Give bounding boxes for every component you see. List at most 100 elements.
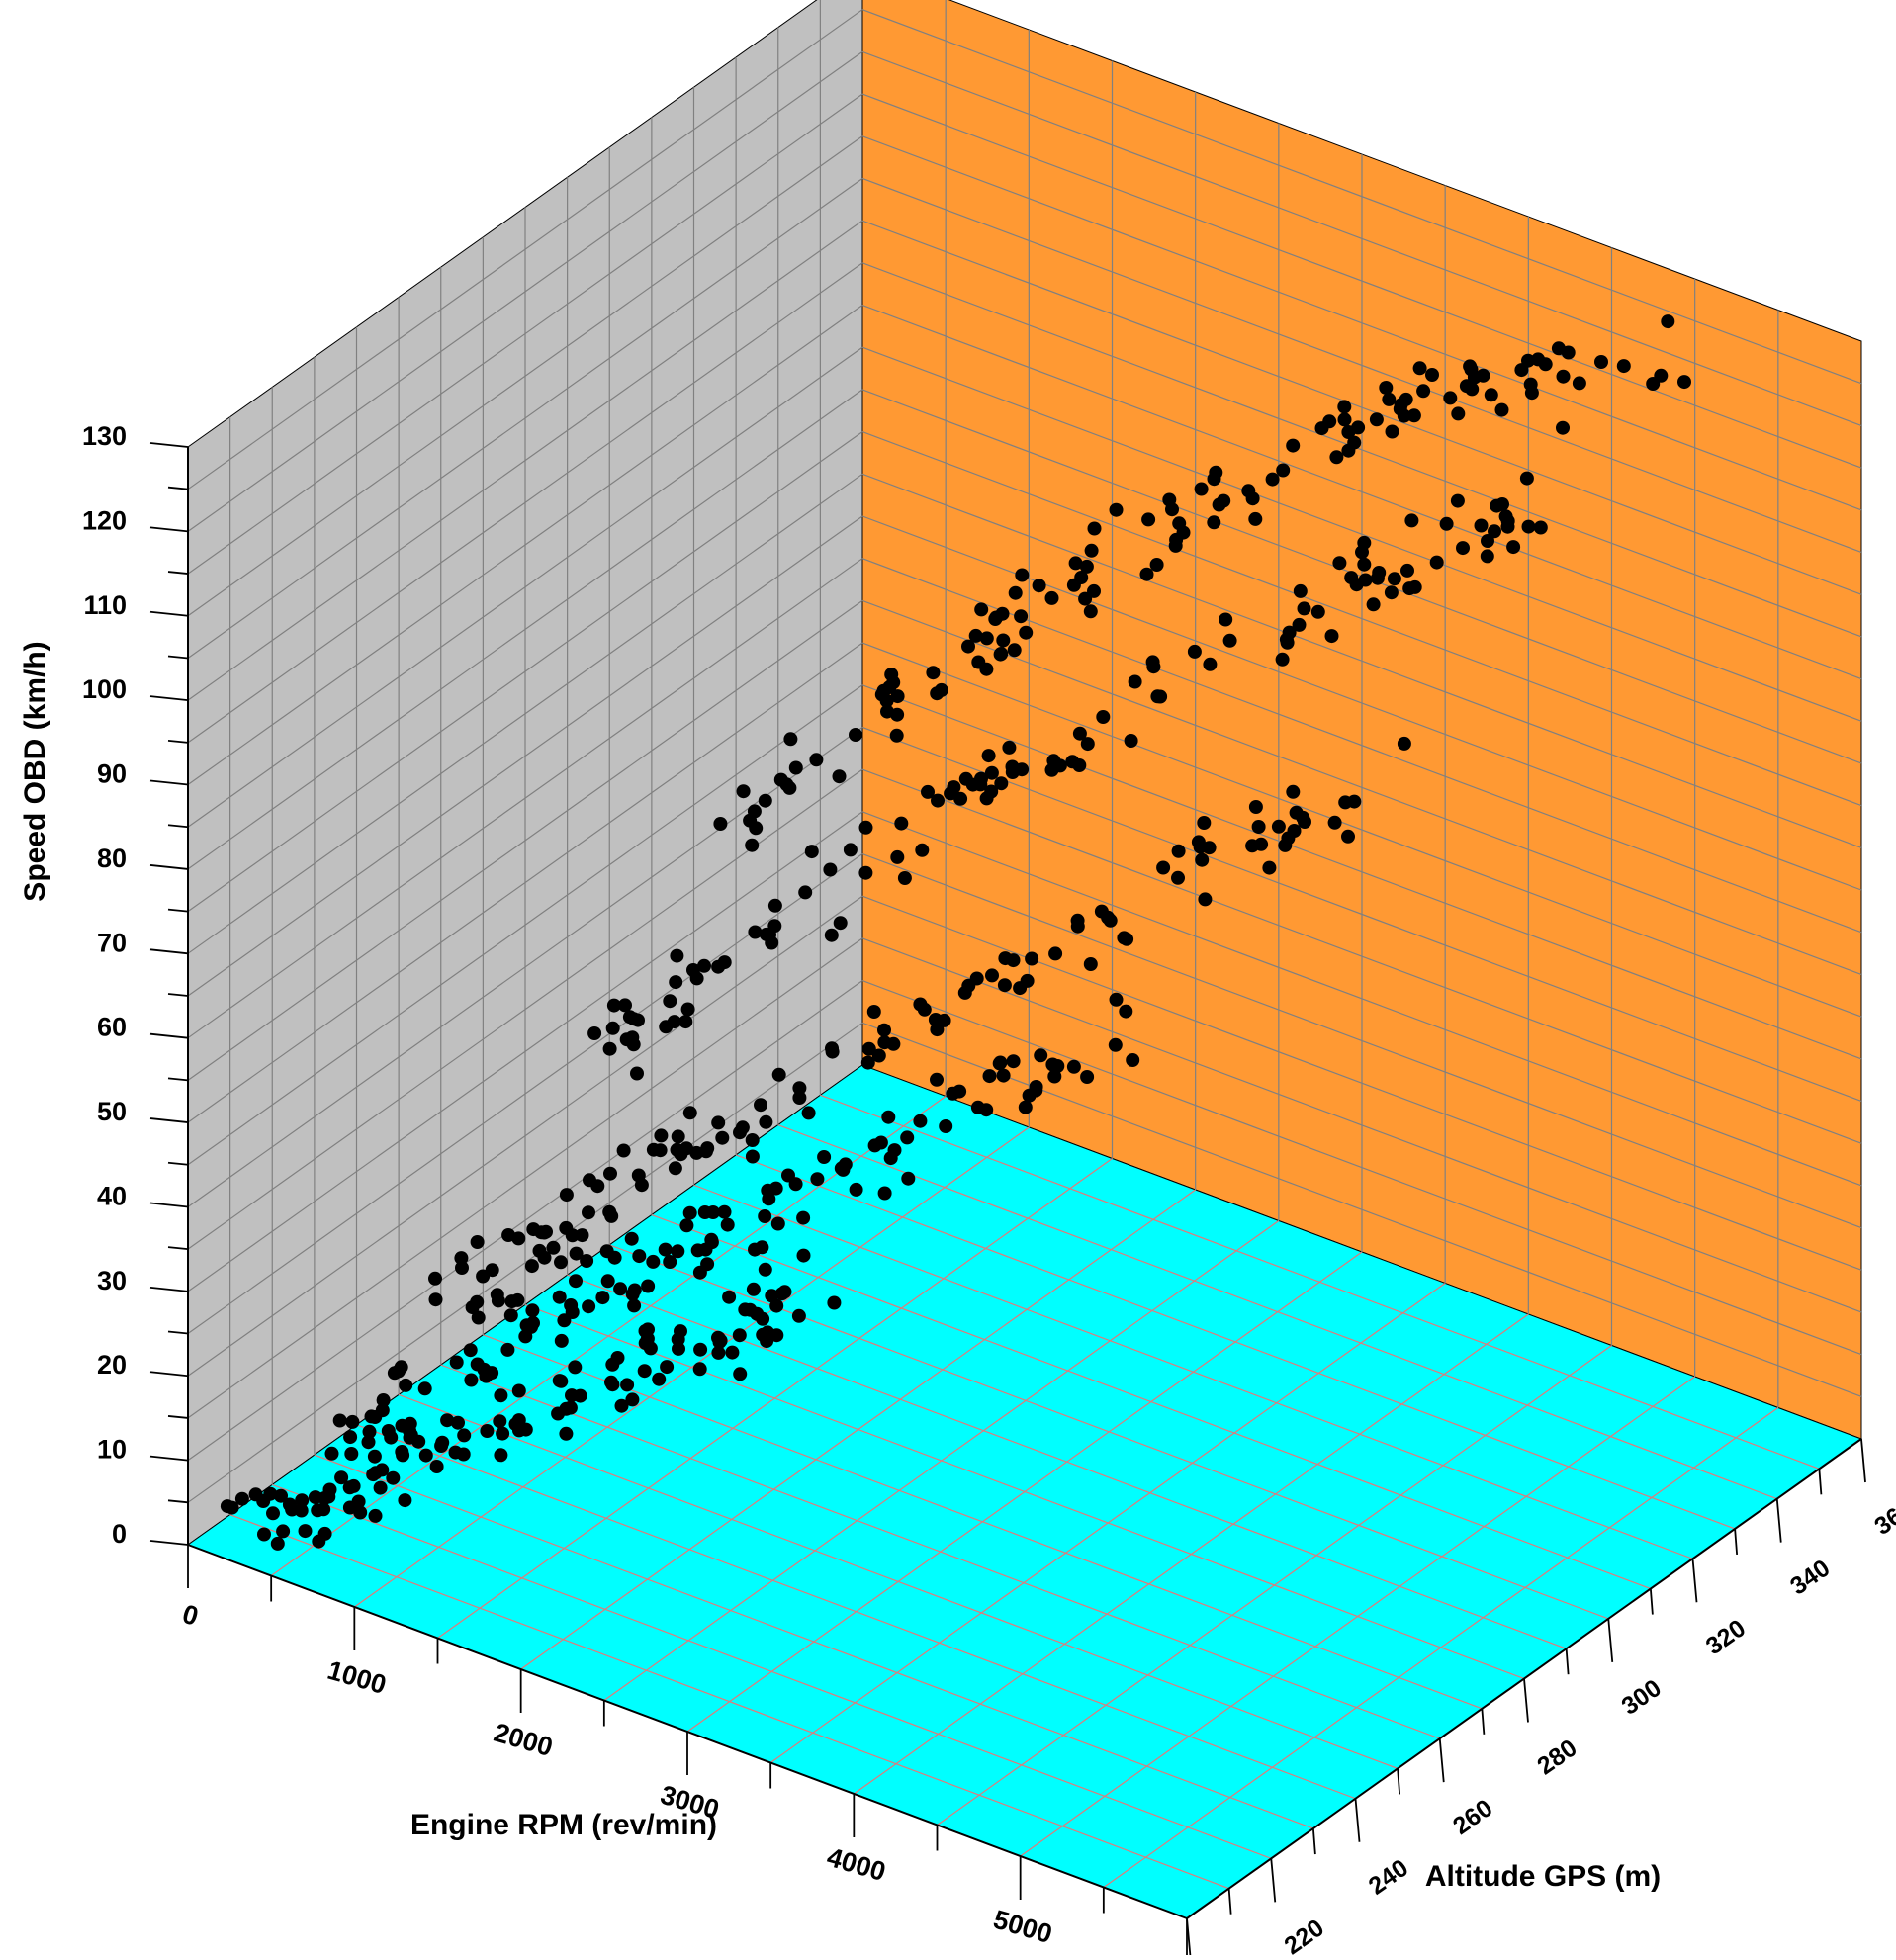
data-point [1533, 520, 1548, 535]
data-point [1385, 424, 1399, 439]
data-point [1083, 604, 1098, 619]
data-point [1194, 482, 1209, 496]
z-tick [149, 526, 189, 533]
x-tick-label: 5000 [990, 1905, 1055, 1949]
data-point [624, 1231, 639, 1246]
data-point [915, 843, 930, 857]
data-point [796, 1210, 811, 1225]
data-point [1329, 450, 1344, 465]
data-point [759, 927, 773, 941]
data-point [1276, 463, 1291, 478]
data-point [1066, 1059, 1081, 1074]
data-point [308, 1490, 322, 1505]
data-point [671, 1129, 685, 1144]
data-point [897, 871, 912, 885]
data-point [1286, 438, 1301, 453]
data-point [1351, 420, 1366, 435]
data-point [479, 1369, 494, 1383]
data-point [654, 1128, 669, 1143]
data-point [1279, 632, 1294, 647]
data-point [270, 1536, 285, 1551]
y-tick-label: 280 [1532, 1735, 1581, 1781]
data-point [1171, 844, 1186, 858]
z-tick [149, 779, 189, 786]
data-point [524, 1319, 538, 1334]
data-point [573, 1388, 587, 1403]
data-point [1248, 511, 1263, 526]
data-point [733, 1367, 748, 1381]
data-point [1463, 359, 1478, 374]
left-wall-gridline [187, 93, 863, 575]
data-point [1358, 573, 1373, 587]
data-point [1013, 981, 1028, 996]
y-tick [1438, 1738, 1445, 1783]
data-point [1456, 541, 1470, 556]
data-point [298, 1524, 313, 1539]
left-wall-gridline [187, 558, 863, 1039]
data-point [843, 843, 858, 857]
x-tick-label: 2000 [491, 1718, 556, 1762]
floor-gridline [603, 1220, 1280, 1701]
data-point [525, 1303, 540, 1318]
data-point [1429, 555, 1444, 570]
data-point [1332, 556, 1347, 571]
data-point [334, 1470, 349, 1485]
data-point [674, 1324, 687, 1339]
data-point [342, 1480, 357, 1495]
data-point [1080, 737, 1095, 752]
z-tick [167, 1246, 189, 1251]
data-point [886, 1036, 901, 1051]
data-point [332, 1413, 347, 1428]
left-wall-gridline [187, 389, 863, 870]
data-point [1068, 556, 1083, 571]
data-point [1416, 384, 1431, 399]
data-point [1572, 376, 1586, 391]
data-point [1032, 579, 1046, 593]
data-point [660, 1360, 675, 1375]
data-point [494, 1448, 508, 1463]
y-tick [1565, 1648, 1570, 1675]
data-point [1495, 497, 1509, 511]
data-point [658, 1242, 673, 1257]
data-point [618, 998, 632, 1013]
data-point [996, 1068, 1011, 1083]
left-wall-gridline [187, 811, 863, 1292]
data-point [1195, 852, 1210, 867]
data-point [788, 760, 803, 775]
data-point [546, 1240, 561, 1255]
data-point [1677, 375, 1691, 390]
data-point [387, 1366, 402, 1381]
floor-gridline [1020, 1376, 1696, 1857]
data-point [511, 1231, 526, 1246]
data-point [1156, 860, 1171, 875]
data-point [1207, 515, 1221, 530]
data-point [1145, 655, 1160, 669]
data-point [796, 1248, 811, 1263]
z-tick [167, 486, 189, 490]
data-point [1327, 815, 1342, 830]
data-point [1022, 1088, 1037, 1103]
data-point [559, 1220, 574, 1235]
data-point [1506, 540, 1521, 555]
data-point [1094, 904, 1109, 919]
data-point [670, 948, 684, 963]
data-point [824, 928, 839, 942]
data-point [981, 749, 996, 763]
data-point [1197, 816, 1212, 830]
data-point [1084, 543, 1099, 558]
data-point [1480, 549, 1494, 564]
data-point [1481, 534, 1494, 548]
data-point [1079, 559, 1094, 574]
data-point [376, 1393, 391, 1407]
data-point [825, 1044, 840, 1059]
data-point [881, 1110, 896, 1124]
floor-gridline [520, 1189, 1197, 1670]
z-axis-title: Speed OBD (km/h) [19, 641, 51, 901]
floor-gridline [1103, 1407, 1779, 1888]
data-point [1347, 794, 1362, 809]
data-point [817, 1150, 832, 1164]
data-point [1034, 1048, 1048, 1063]
data-point [600, 1274, 615, 1289]
data-point [614, 1398, 629, 1413]
data-point [559, 1426, 574, 1441]
